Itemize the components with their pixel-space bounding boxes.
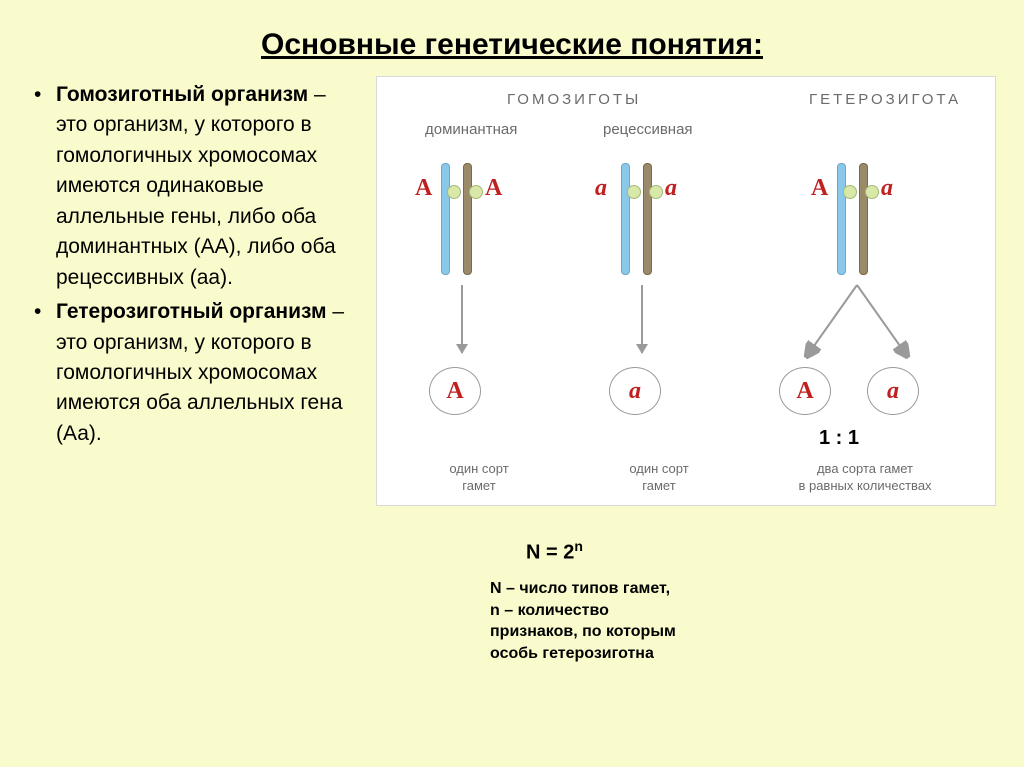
chromosome-icon: [643, 163, 652, 275]
allele-label: a: [881, 175, 893, 202]
centromere-icon: [649, 185, 663, 199]
chromosome-icon: [463, 163, 472, 275]
gamete-caption: два сорта гаметв равных количествах: [775, 461, 955, 495]
split-arrow-icon: [787, 283, 947, 373]
gamete-circle: A: [429, 367, 481, 415]
arrow-icon: [461, 285, 463, 353]
gamete-circle: a: [609, 367, 661, 415]
centromere-icon: [843, 185, 857, 199]
arrow-icon: [641, 285, 643, 353]
gamete-circle: a: [867, 367, 919, 415]
text-homo: – это организм, у которого в гомологичны…: [56, 83, 336, 289]
centromere-icon: [627, 185, 641, 199]
definition-homo: Гомозиготный организм – это организм, у …: [28, 80, 360, 293]
chromosome-diagram: ГОМОЗИГОТЫ ГЕТЕРОЗИГОТА доминантная реце…: [376, 76, 996, 506]
allele-label: A: [415, 175, 432, 202]
chromosome-icon: [441, 163, 450, 275]
gamete-formula: N = 2n: [526, 538, 583, 565]
subheader-dominant: доминантная: [425, 121, 517, 138]
header-homozygotes: ГОМОЗИГОТЫ: [507, 91, 641, 108]
chromosome-icon: [837, 163, 846, 275]
content-row: Гомозиготный организм – это организм, у …: [0, 80, 1024, 506]
subheader-recessive: рецессивная: [603, 121, 693, 138]
centromere-icon: [447, 185, 461, 199]
gamete-caption: один сортгамет: [599, 461, 719, 495]
diagram-column: ГОМОЗИГОТЫ ГЕТЕРОЗИГОТА доминантная реце…: [370, 80, 1024, 506]
chromosome-icon: [859, 163, 868, 275]
allele-label: A: [485, 175, 502, 202]
definition-hetero: Гетерозиготный организм – это организм, …: [28, 297, 360, 449]
gamete-circle: A: [779, 367, 831, 415]
definitions-column: Гомозиготный организм – это организм, у …: [0, 80, 370, 506]
allele-label: A: [811, 175, 828, 202]
term-homo: Гомозиготный организм: [56, 83, 308, 106]
term-hetero: Гетерозиготный организм: [56, 300, 326, 323]
allele-label: a: [665, 175, 677, 202]
formula-description: N – число типов гамет,n – количествоприз…: [490, 578, 676, 664]
centromere-icon: [865, 185, 879, 199]
gamete-caption: один сортгамет: [419, 461, 539, 495]
gamete-ratio: 1 : 1: [819, 427, 859, 450]
page-title: Основные генетические понятия:: [0, 0, 1024, 80]
centromere-icon: [469, 185, 483, 199]
allele-label: a: [595, 175, 607, 202]
chromosome-icon: [621, 163, 630, 275]
header-heterozygote: ГЕТЕРОЗИГОТА: [809, 91, 961, 108]
